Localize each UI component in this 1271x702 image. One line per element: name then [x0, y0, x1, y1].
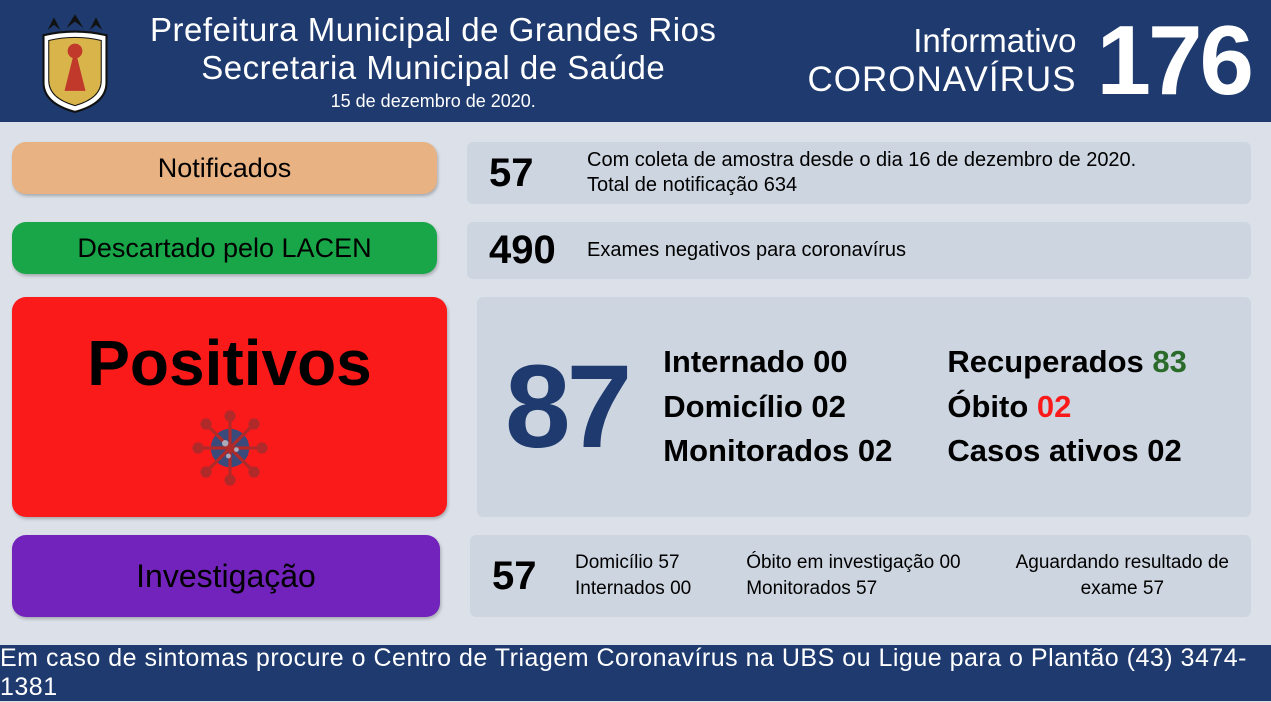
pill-label: Investigação: [136, 558, 316, 595]
inv-monitorados: Monitorados 57: [746, 576, 960, 602]
descartado-desc: Exames negativos para coronavírus: [587, 238, 906, 263]
pill-investigacao: Investigação: [12, 535, 440, 617]
footer-bar: Em caso de sintomas procure o Centro de …: [0, 645, 1271, 701]
positivos-count: 87: [505, 354, 628, 460]
stat-internado: Internado 00: [663, 340, 892, 385]
header-bar: Prefeitura Municipal de Grandes Rios Sec…: [0, 0, 1271, 122]
inv-aguardando-l2: exame 57: [1016, 576, 1229, 602]
panel-notificados: 57 Com coleta de amostra desde o dia 16 …: [467, 142, 1251, 204]
crest-icon: [20, 9, 130, 114]
title-line1: Prefeitura Municipal de Grandes Rios: [150, 11, 716, 49]
row-investigacao: Investigação 57 Domicílio 57 Internados …: [12, 535, 1251, 617]
main-content: Notificados 57 Com coleta de amostra des…: [0, 122, 1271, 682]
notificados-count: 57: [489, 151, 559, 196]
pill-descartado: Descartado pelo LACEN: [12, 222, 437, 274]
stat-recuperados: Recuperados 83: [947, 340, 1187, 385]
notificados-desc2: Total de notificação 634: [587, 173, 1136, 198]
descartado-count: 490: [489, 228, 559, 273]
stat-obito: Óbito 02: [947, 385, 1187, 430]
pill-positivos: Positivos: [12, 297, 447, 517]
pill-notificados: Notificados: [12, 142, 437, 194]
inv-domicilio: Domicílio 57: [575, 550, 691, 576]
inv-obito: Óbito em investigação 00: [746, 550, 960, 576]
stat-domicilio: Domicílio 02: [663, 385, 892, 430]
panel-investigacao: 57 Domicílio 57 Internados 00 Óbito em i…: [470, 535, 1251, 617]
positivos-stats: Internado 00 Domicílio 02 Monitorados 02…: [663, 340, 1187, 475]
investigacao-count: 57: [492, 554, 547, 599]
title-line2: Secretaria Municipal de Saúde: [150, 49, 716, 87]
issue-block: Informativo CORONAVÍRUS 176: [807, 19, 1251, 102]
info-line2: CORONAVÍRUS: [807, 60, 1076, 100]
row-notificados: Notificados 57 Com coleta de amostra des…: [12, 142, 1251, 204]
city-crest: [20, 9, 130, 114]
panel-descartado: 490 Exames negativos para coronavírus: [467, 222, 1251, 279]
virus-icon: [190, 408, 270, 488]
pill-label: Positivos: [87, 326, 372, 400]
row-positivos: Positivos 87: [12, 297, 1251, 517]
stat-monitorados: Monitorados 02: [663, 429, 892, 474]
info-line1: Informativo: [807, 22, 1076, 60]
row-descartado: Descartado pelo LACEN 490 Exames negativ…: [12, 222, 1251, 279]
report-date: 15 de dezembro de 2020.: [150, 91, 716, 112]
inv-internados: Internados 00: [575, 576, 691, 602]
inv-aguardando-l1: Aguardando resultado de: [1016, 550, 1229, 576]
issue-number: 176: [1096, 19, 1251, 102]
pill-label: Notificados: [158, 153, 292, 184]
notificados-desc1: Com coleta de amostra desde o dia 16 de …: [587, 148, 1136, 173]
title-block: Prefeitura Municipal de Grandes Rios Sec…: [150, 11, 716, 112]
pill-label: Descartado pelo LACEN: [77, 233, 371, 264]
footer-text: Em caso de sintomas procure o Centro de …: [0, 644, 1271, 702]
panel-positivos: 87 Internado 00 Domicílio 02 Monitorados…: [477, 297, 1251, 517]
stat-casos-ativos: Casos ativos 02: [947, 429, 1187, 474]
